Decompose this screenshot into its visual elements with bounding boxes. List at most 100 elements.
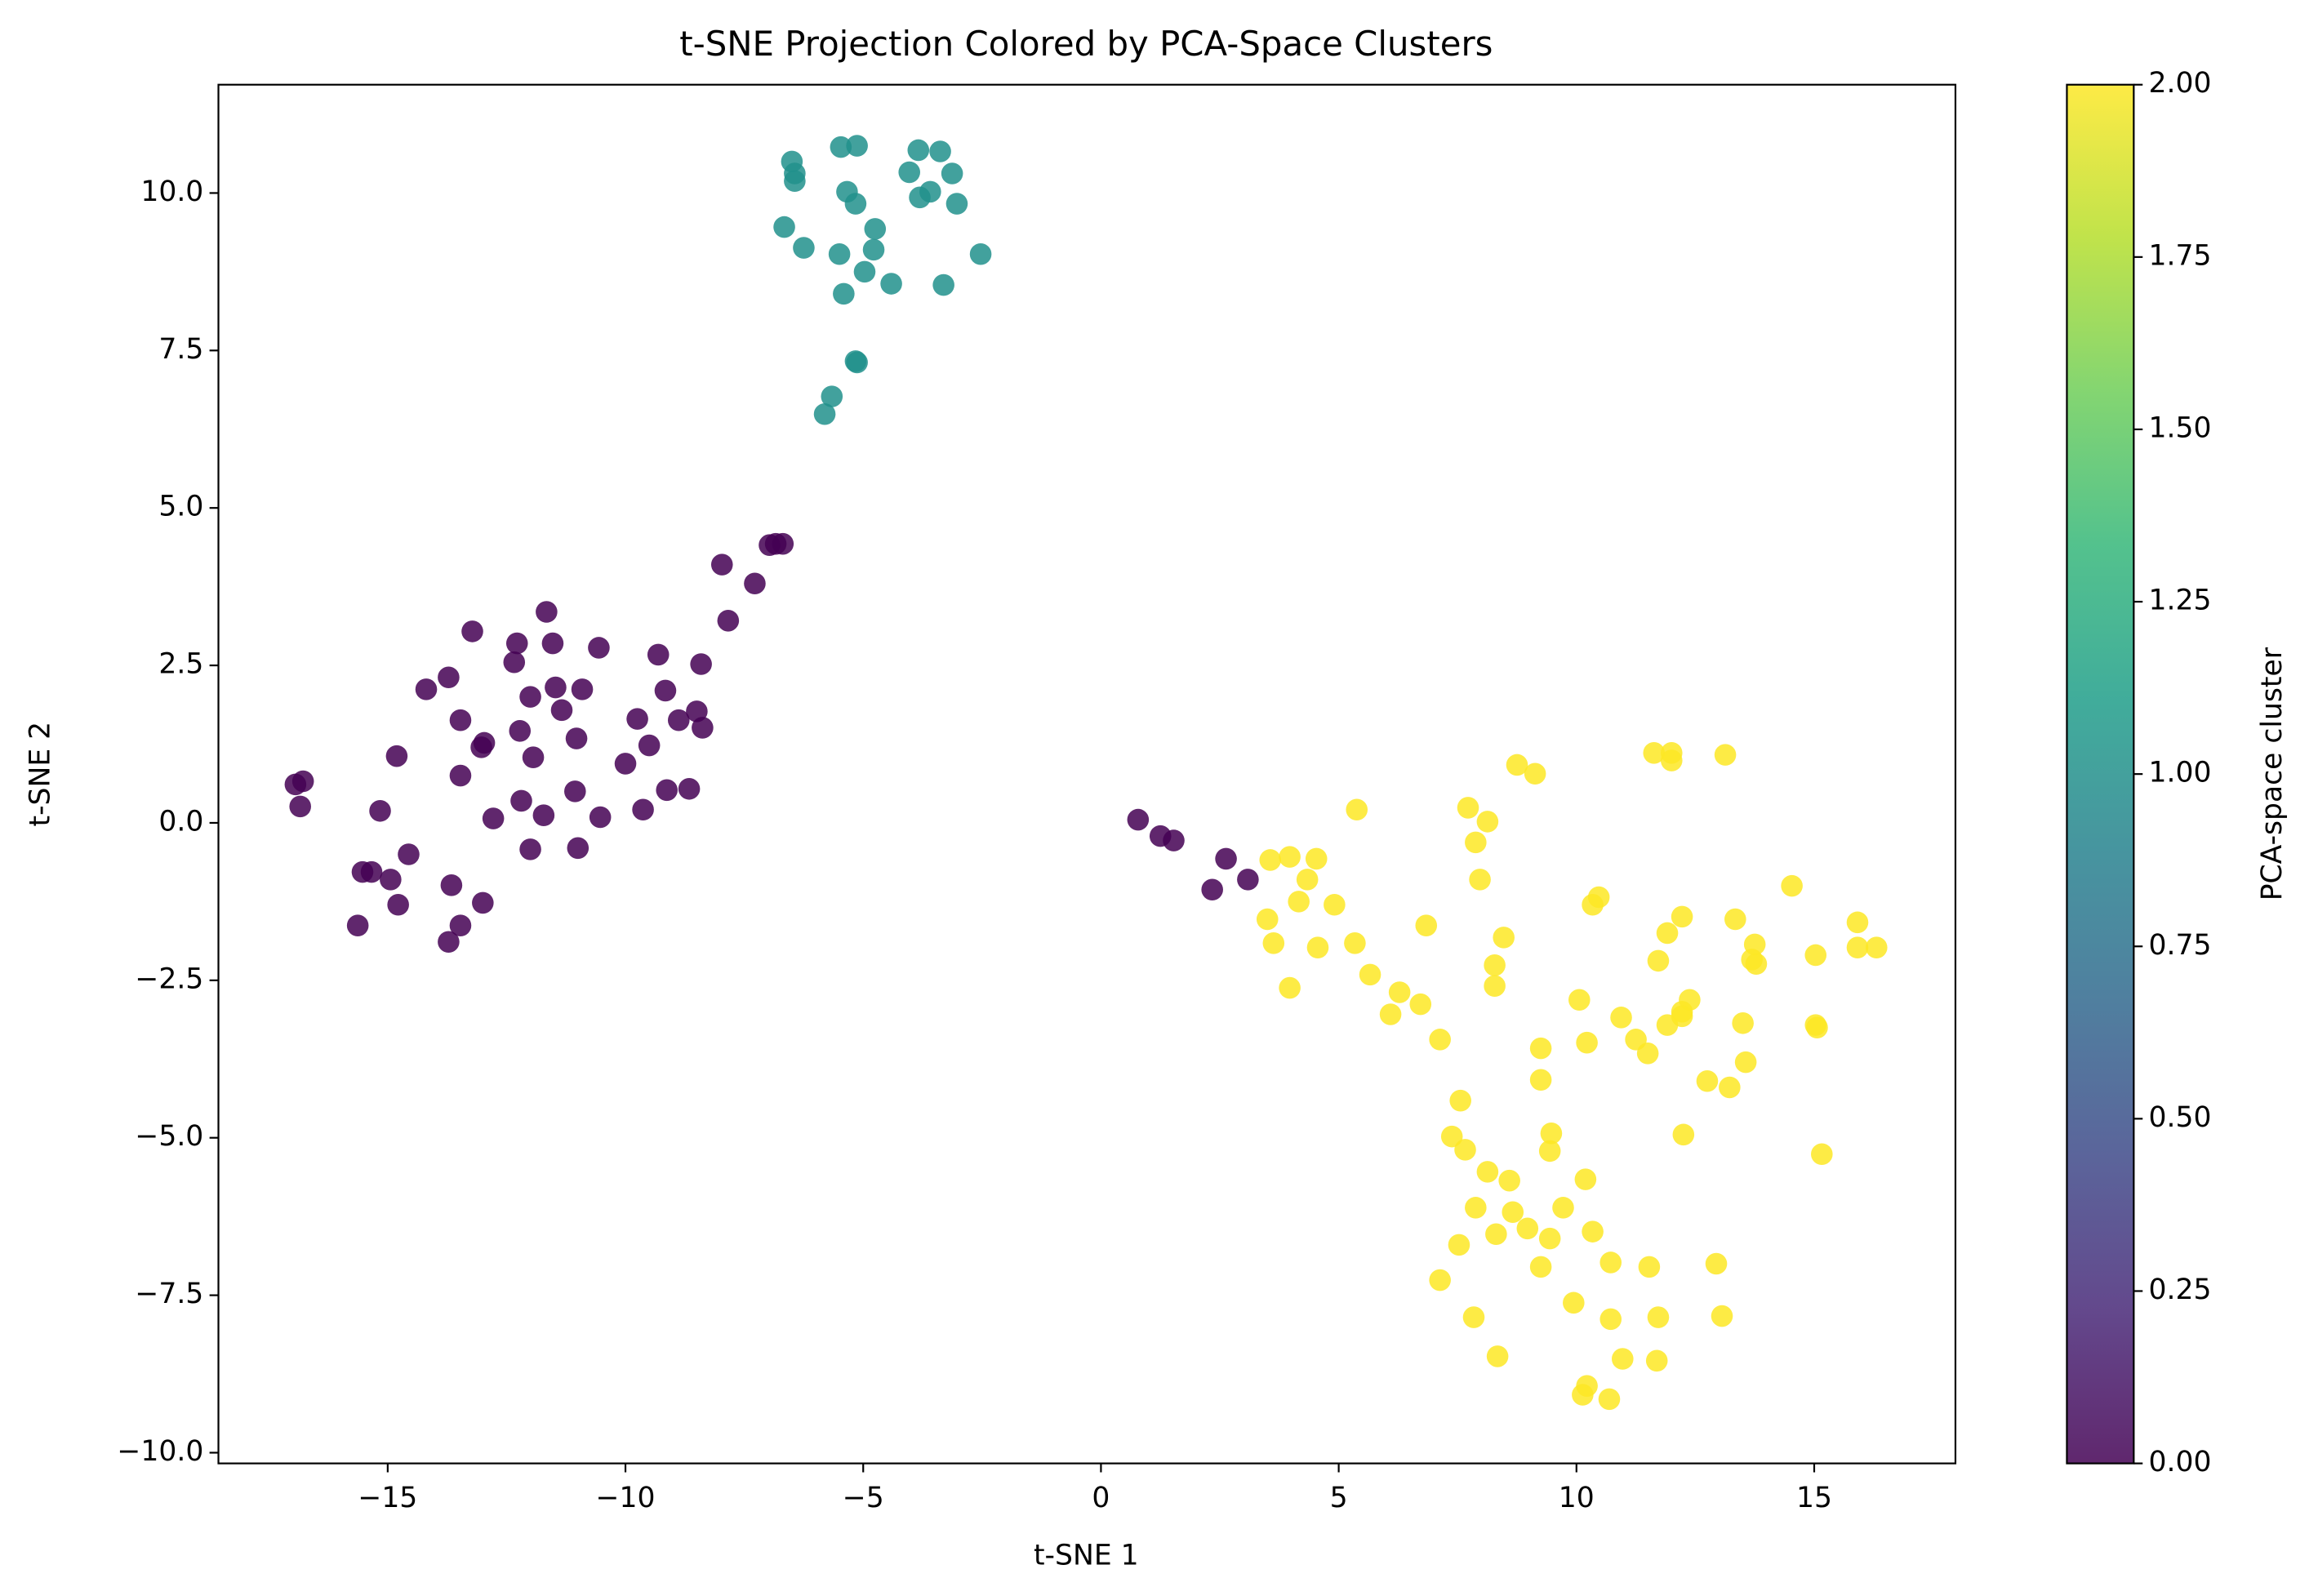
point [565, 727, 588, 749]
colorbar-tick-label: 0.25 [2149, 1274, 2212, 1306]
chart-title: t-SNE Projection Colored by PCA-Space Cl… [679, 24, 1493, 64]
point [1388, 981, 1411, 1003]
colorbar-tick-label: 0.50 [2149, 1101, 2212, 1134]
point [1572, 1384, 1594, 1406]
point [1279, 846, 1301, 868]
point [654, 679, 677, 702]
point [1529, 1037, 1552, 1060]
point [519, 686, 541, 708]
point [385, 745, 408, 767]
point [449, 709, 472, 731]
point [380, 869, 402, 891]
point [522, 746, 545, 768]
x-axis-label: t-SNE 1 [1034, 1540, 1139, 1572]
point [1563, 1291, 1585, 1314]
point [690, 653, 712, 675]
point [686, 700, 708, 722]
point [1732, 1012, 1754, 1034]
point [1612, 1348, 1634, 1370]
point [1865, 936, 1888, 958]
point [1201, 878, 1223, 901]
y-tick-label: 5.0 [158, 491, 203, 523]
point [862, 238, 885, 261]
point [1429, 1029, 1451, 1051]
point [588, 637, 610, 659]
point [846, 135, 868, 157]
point [369, 800, 391, 822]
point [1429, 1269, 1451, 1291]
point [440, 874, 463, 896]
point [692, 717, 714, 739]
x-tick-label: −5 [843, 1482, 884, 1514]
point [1846, 911, 1869, 934]
point [853, 260, 876, 283]
point [1127, 808, 1150, 831]
point [1493, 927, 1515, 949]
point [1734, 1051, 1757, 1074]
point [1484, 975, 1506, 998]
point [945, 193, 968, 215]
point [626, 708, 648, 730]
point [1647, 949, 1670, 972]
point [844, 193, 867, 215]
point [929, 140, 951, 162]
point [1672, 1123, 1695, 1146]
point [503, 651, 526, 674]
colorbar-tick-label: 1.50 [2149, 411, 2212, 444]
colorbar [2066, 83, 2135, 1465]
point [932, 273, 954, 296]
point [1745, 953, 1768, 976]
y-axis-label: t-SNE 2 [24, 722, 56, 827]
point [472, 891, 494, 914]
point [571, 678, 594, 700]
point [1346, 798, 1368, 821]
point [1582, 1220, 1604, 1243]
point [1306, 936, 1329, 958]
x-tick-label: −15 [358, 1482, 417, 1514]
point [1502, 1201, 1524, 1224]
point [1705, 1252, 1728, 1275]
point [564, 780, 586, 802]
point [710, 553, 733, 576]
point [1379, 1003, 1402, 1025]
x-tick-label: 5 [1330, 1482, 1348, 1514]
point [614, 753, 637, 775]
point [482, 807, 505, 829]
x-tick-label: 15 [1796, 1482, 1832, 1514]
point [1806, 1016, 1828, 1038]
colorbar-tick-label: 1.25 [2149, 585, 2212, 617]
point [470, 736, 492, 758]
point [1296, 869, 1319, 891]
point [1469, 869, 1491, 891]
point [438, 666, 460, 689]
point [545, 676, 567, 699]
point [461, 620, 483, 642]
point [1696, 1069, 1719, 1092]
point [536, 601, 558, 623]
point [656, 779, 678, 802]
point [1476, 811, 1499, 833]
point [830, 136, 852, 158]
point [1804, 944, 1827, 967]
colorbar-label: PCA-space cluster [2256, 647, 2289, 900]
point [510, 789, 532, 812]
colorbar-tick-label: 1.75 [2149, 239, 2212, 272]
point [1484, 954, 1506, 976]
point [717, 610, 740, 632]
point [398, 843, 420, 865]
point [550, 699, 573, 722]
point [1724, 908, 1746, 931]
point [1660, 749, 1683, 771]
point [1811, 1143, 1833, 1166]
point [1647, 1306, 1670, 1328]
point [1582, 893, 1604, 916]
point [1449, 1089, 1471, 1112]
point [449, 764, 472, 787]
point [1568, 989, 1591, 1011]
point [880, 273, 902, 295]
point [589, 806, 612, 829]
point [1256, 908, 1279, 931]
point [509, 720, 532, 742]
point [1259, 849, 1282, 871]
